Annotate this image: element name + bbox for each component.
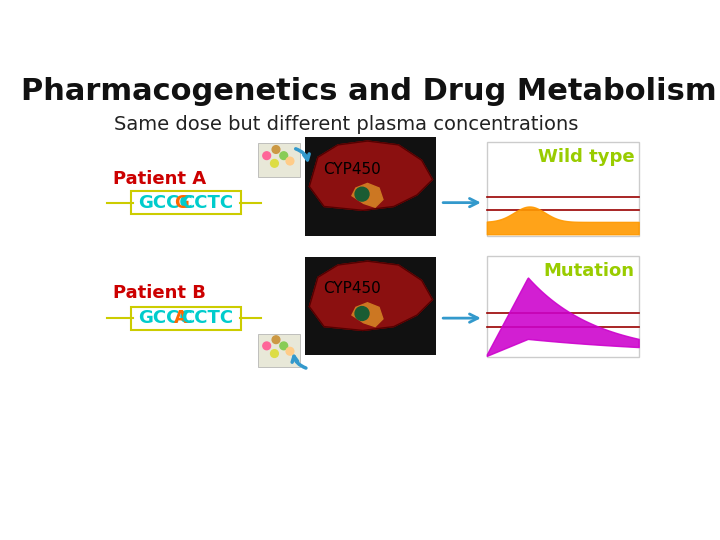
Text: Pharmacogenetics and Drug Metabolism: Pharmacogenetics and Drug Metabolism (21, 77, 717, 106)
FancyBboxPatch shape (258, 334, 300, 367)
FancyBboxPatch shape (487, 142, 639, 236)
Circle shape (271, 350, 279, 357)
Polygon shape (352, 303, 383, 327)
Text: Same dose but different plasma concentrations: Same dose but different plasma concentra… (114, 114, 578, 133)
Text: CCTC: CCTC (181, 309, 233, 327)
Circle shape (263, 342, 271, 350)
Circle shape (272, 336, 280, 343)
FancyBboxPatch shape (305, 256, 436, 355)
Circle shape (280, 342, 287, 350)
FancyArrowPatch shape (443, 199, 478, 207)
Circle shape (355, 307, 369, 320)
Text: Mutation: Mutation (544, 262, 635, 280)
Text: CYP450: CYP450 (323, 281, 381, 296)
Circle shape (280, 152, 287, 159)
FancyBboxPatch shape (131, 307, 241, 330)
FancyBboxPatch shape (131, 191, 241, 214)
Text: A: A (174, 309, 188, 327)
FancyBboxPatch shape (258, 143, 300, 177)
Circle shape (286, 347, 294, 355)
Text: Wild type: Wild type (539, 148, 635, 166)
Circle shape (272, 146, 280, 153)
Text: CYP450: CYP450 (323, 162, 381, 177)
Text: G: G (174, 194, 189, 212)
FancyBboxPatch shape (487, 256, 639, 357)
Polygon shape (310, 141, 433, 211)
Text: GCCC: GCCC (138, 309, 193, 327)
Polygon shape (310, 261, 433, 330)
Circle shape (355, 187, 369, 201)
FancyArrowPatch shape (443, 314, 478, 322)
Text: GCCC: GCCC (138, 194, 193, 212)
FancyBboxPatch shape (305, 137, 436, 236)
Text: Patient B: Patient B (113, 285, 206, 302)
Circle shape (263, 152, 271, 159)
Text: CCTC: CCTC (181, 194, 233, 212)
Polygon shape (352, 184, 383, 207)
Text: Patient A: Patient A (113, 170, 207, 188)
Circle shape (271, 159, 279, 167)
Circle shape (286, 157, 294, 165)
